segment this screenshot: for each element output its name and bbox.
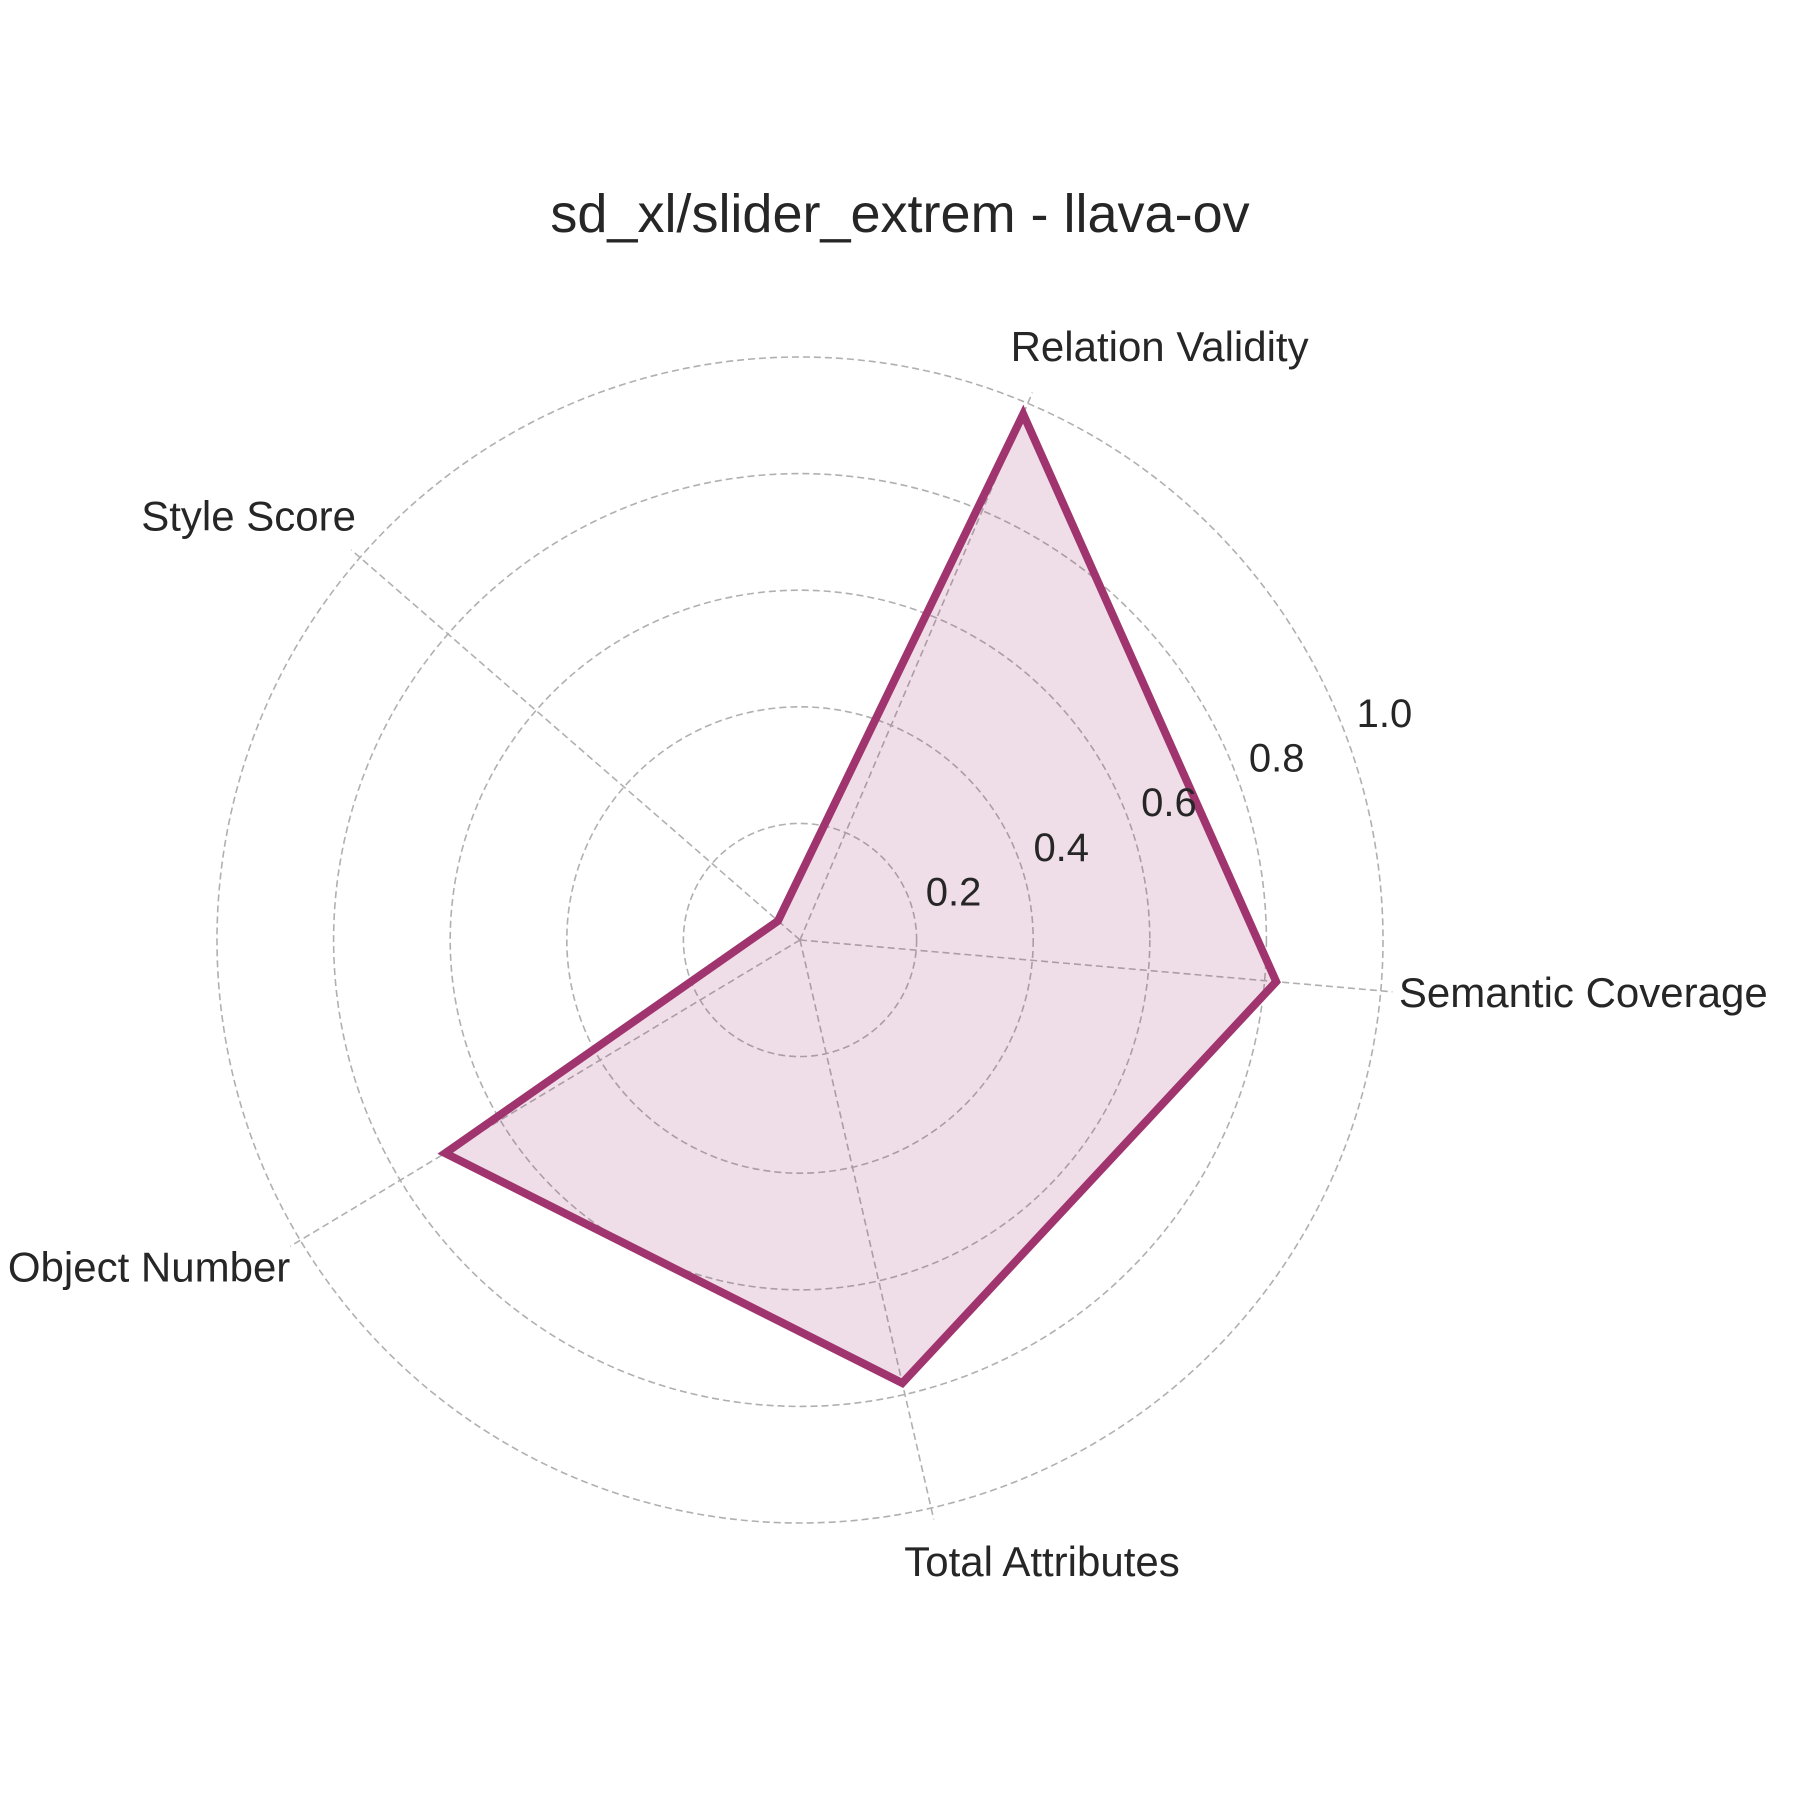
radial-tick-label: 0.8 — [1249, 737, 1305, 781]
axis-label: Relation Validity — [1011, 323, 1309, 370]
series-layer — [437, 404, 1281, 1389]
axis-label-layer: Semantic Coverage Relation Validity Style … — [8, 323, 1768, 1585]
data-point-4 — [442, 1150, 449, 1157]
chart-title: sd_xl/slider_extrem - llava-ov — [550, 184, 1249, 244]
axis-label: Style Score — [141, 492, 356, 539]
spoke-line-1 — [799, 939, 1393, 993]
radial-tick-label: 0.4 — [1033, 826, 1089, 870]
data-point-3 — [775, 917, 782, 924]
grid-circle-2 — [565, 705, 1034, 1174]
spoke-line-5 — [799, 939, 935, 1520]
grid-circle-5 — [216, 356, 1384, 1524]
radial-tick-label: 1.0 — [1357, 692, 1413, 736]
data-point-2 — [1020, 411, 1027, 418]
grid-circle-3 — [449, 589, 1151, 1291]
tick-label-layer: 0.2 0.4 0.6 0.8 1.0 — [926, 692, 1413, 914]
axis-label: Total Attributes — [904, 1538, 1179, 1585]
axis-label: Object Number — [8, 1243, 290, 1290]
grid-circle-4 — [332, 472, 1268, 1408]
series-area-1 — [445, 414, 1277, 1384]
axis-label: Semantic Coverage — [1399, 969, 1768, 1016]
series-line-1 — [437, 404, 1281, 1389]
radial-tick-label: 0.6 — [1141, 781, 1197, 825]
grid-layer — [216, 356, 1393, 1524]
data-point-1 — [1273, 978, 1280, 985]
data-point-5 — [899, 1380, 906, 1387]
grid-circle-1 — [682, 822, 918, 1058]
spoke-line-4 — [289, 939, 801, 1247]
radial-tick-label: 0.2 — [926, 870, 982, 914]
spoke-line-3 — [350, 549, 801, 941]
